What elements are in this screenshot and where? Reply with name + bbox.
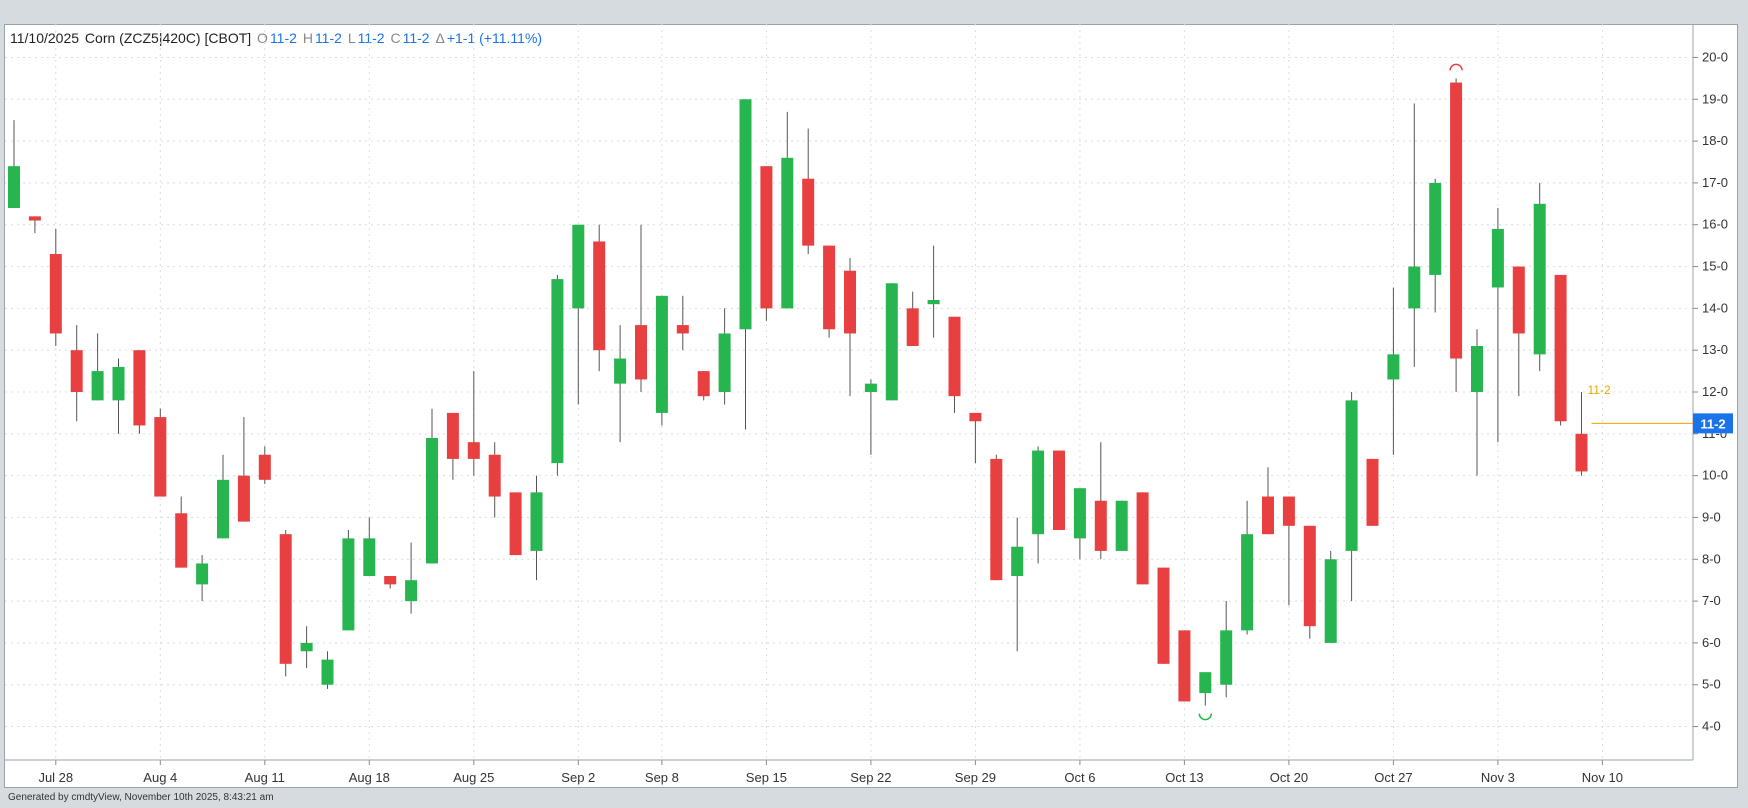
change-label: Δ xyxy=(435,30,445,46)
chart-frame xyxy=(4,24,1738,788)
header-date: 11/10/2025 xyxy=(10,30,80,46)
chart-header: 11/10/2025 Corn (ZCZ5|420C) [CBOT] O 11-2… xyxy=(10,30,544,46)
high-value: 11-2 xyxy=(314,30,342,46)
change-value: +1-1 (+11.11%) xyxy=(446,30,543,46)
open-label: O xyxy=(257,30,268,46)
low-label: L xyxy=(347,30,356,46)
open-value: 11-2 xyxy=(269,30,297,46)
close-value: 11-2 xyxy=(402,30,430,46)
footer-text: Generated by cmdtyView, November 10th 20… xyxy=(8,792,274,803)
high-label: H xyxy=(302,30,313,46)
close-label: C xyxy=(390,30,401,46)
low-value: 11-2 xyxy=(357,30,385,46)
header-instrument: Corn (ZCZ5|420C) [CBOT] xyxy=(84,30,252,46)
